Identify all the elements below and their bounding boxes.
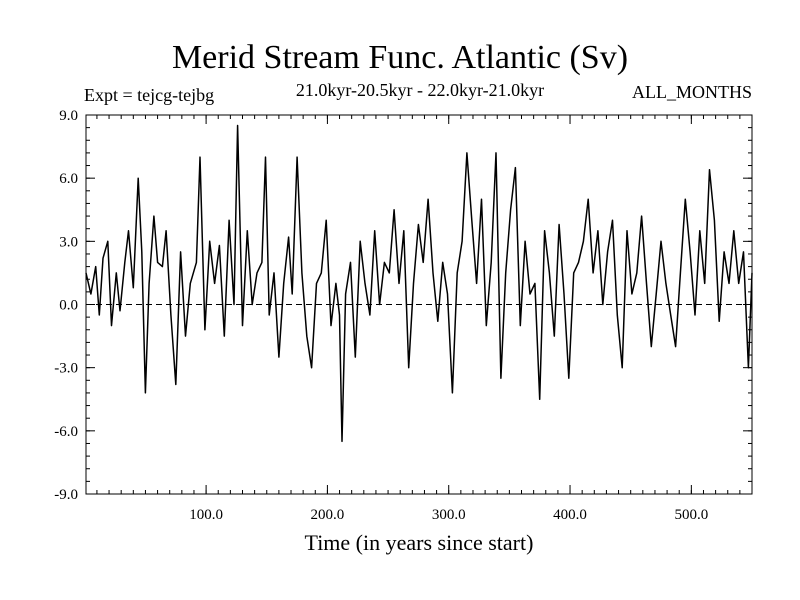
x-tick-label: 100.0 (189, 507, 223, 523)
x-tick-label: 500.0 (674, 507, 708, 523)
x-tick-label: 200.0 (311, 507, 345, 523)
data-series-line (85, 124, 753, 443)
y-tick-label: 0.0 (59, 298, 78, 314)
y-tick-label: -9.0 (54, 487, 78, 503)
chart-subtitle: 21.0kyr-20.5kyr - 22.0kyr-21.0kyr (295, 80, 545, 100)
chart-title: Merid Stream Func. Atlantic (Sv) (171, 39, 629, 76)
y-tick-label: -3.0 (54, 361, 78, 377)
y-tick-label: 3.0 (59, 234, 78, 250)
y-tick-label: 9.0 (59, 108, 78, 124)
experiment-label: Expt = tejcg-tejbg (84, 85, 215, 105)
x-tick-label: 400.0 (553, 507, 587, 523)
x-tick-label: 300.0 (432, 507, 466, 523)
plot-area: 9.0 6.0 3.0 0.0 -3.0 -6.0 -9.0 100.0 200.0 300.0 4… (54, 108, 753, 523)
x-axis-label: Time (in years since start) (304, 530, 534, 555)
y-tick-label: -6.0 (54, 424, 78, 440)
y-tick-label: 6.0 (59, 171, 78, 187)
season-label: ALL_MONTHS (632, 82, 752, 102)
